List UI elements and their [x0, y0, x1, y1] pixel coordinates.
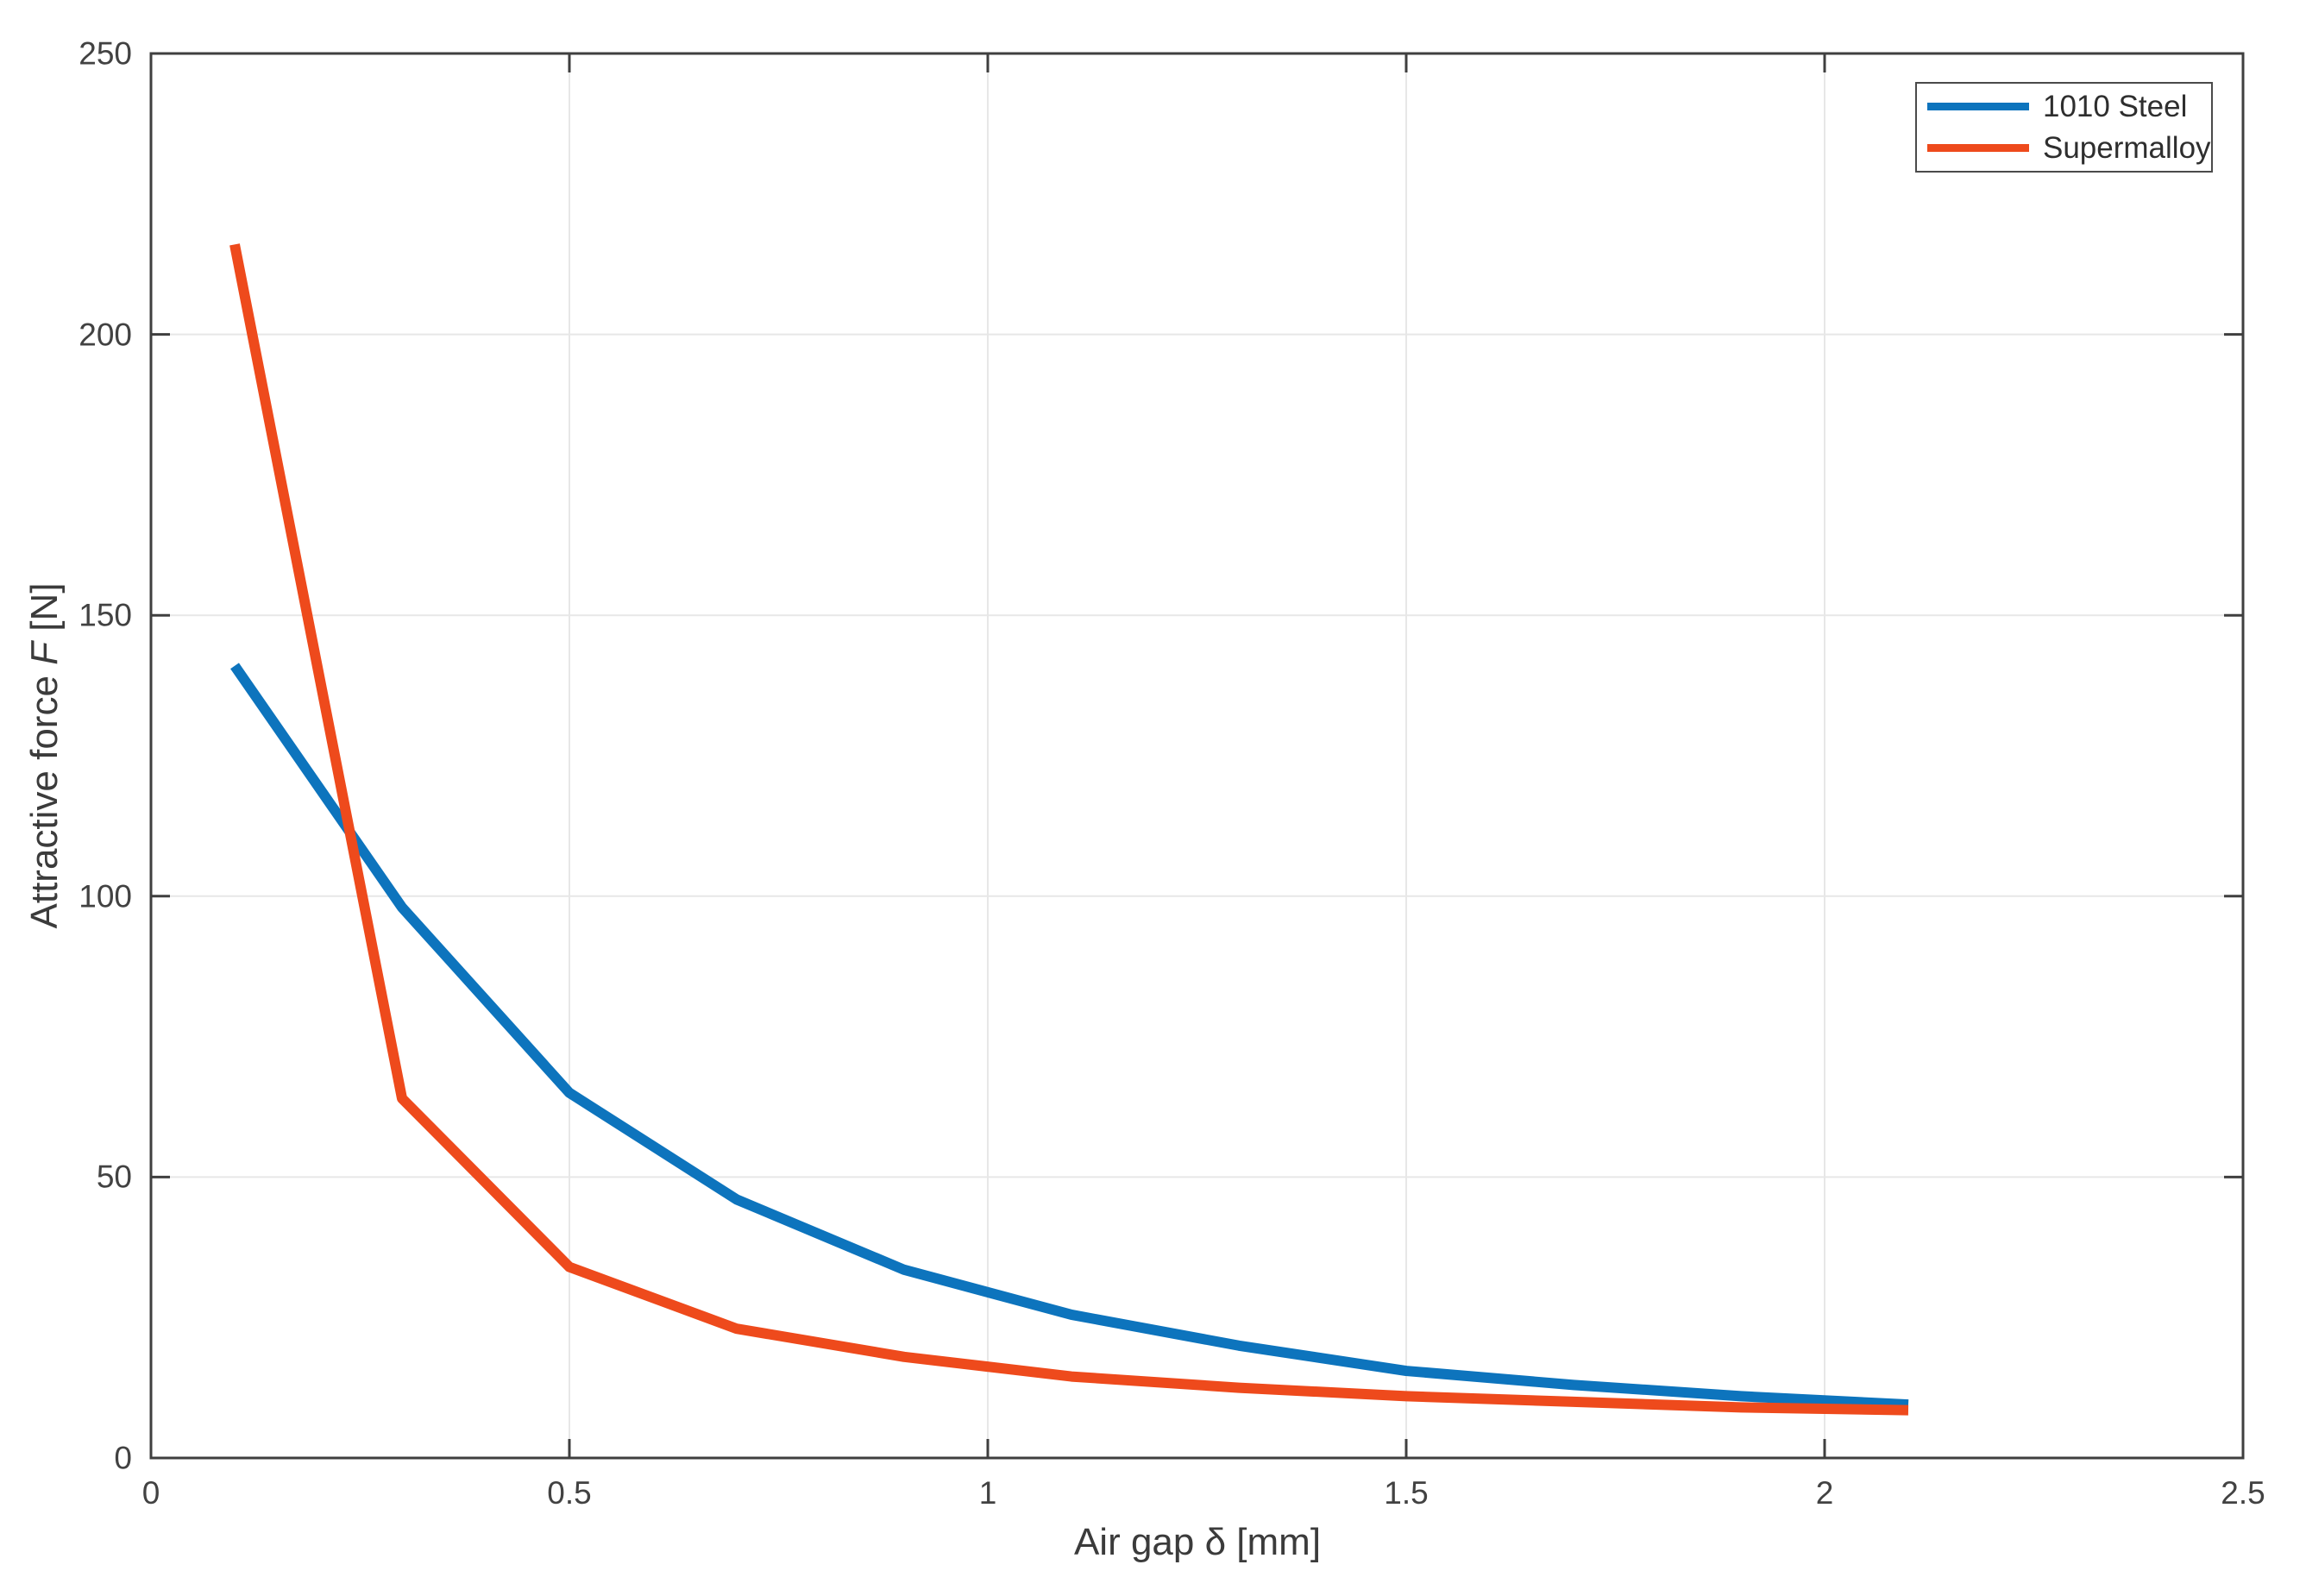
x-tick-label: 0: [141, 1475, 160, 1511]
series-line-supermalloy: [229, 243, 1909, 1416]
x-tick-label: 2.5: [2221, 1475, 2265, 1511]
y-tick-label: 250: [79, 35, 132, 72]
x-tick-label: 1: [978, 1475, 997, 1511]
x-tick-label: 1.5: [1384, 1475, 1429, 1511]
y-tick-label: 100: [79, 878, 132, 914]
y-axis-title: Attractive force F [N]: [23, 582, 66, 928]
legend: 1010 Steel Supermalloy: [1915, 82, 2213, 173]
x-tick-label: 2: [1815, 1475, 1834, 1511]
y-axis-title-text: Attractive force: [23, 664, 66, 929]
x-tick-label: 0.5: [547, 1475, 592, 1511]
y-tick-label: 0: [114, 1440, 132, 1476]
axes-frame: [149, 52, 2245, 1460]
x-axis-title: Air gap δ [mm]: [1073, 1521, 1322, 1563]
legend-entry-1010-steel: 1010 Steel: [1927, 91, 2202, 123]
legend-line-swatch: [1927, 103, 2029, 110]
series-line-1010-steel: [230, 663, 1909, 1411]
y-tick-label: 200: [79, 317, 132, 353]
legend-entry-supermalloy: Supermalloy: [1927, 132, 2211, 165]
y-tick-label: 150: [79, 597, 132, 633]
y-axis-title-units: [N]: [23, 582, 66, 642]
legend-line-swatch: [1927, 144, 2029, 152]
legend-label: Supermalloy: [2043, 131, 2211, 165]
y-tick-label: 50: [96, 1159, 132, 1195]
y-axis-title-variable: F: [23, 641, 66, 665]
legend-label: 1010 Steel: [2043, 90, 2188, 123]
